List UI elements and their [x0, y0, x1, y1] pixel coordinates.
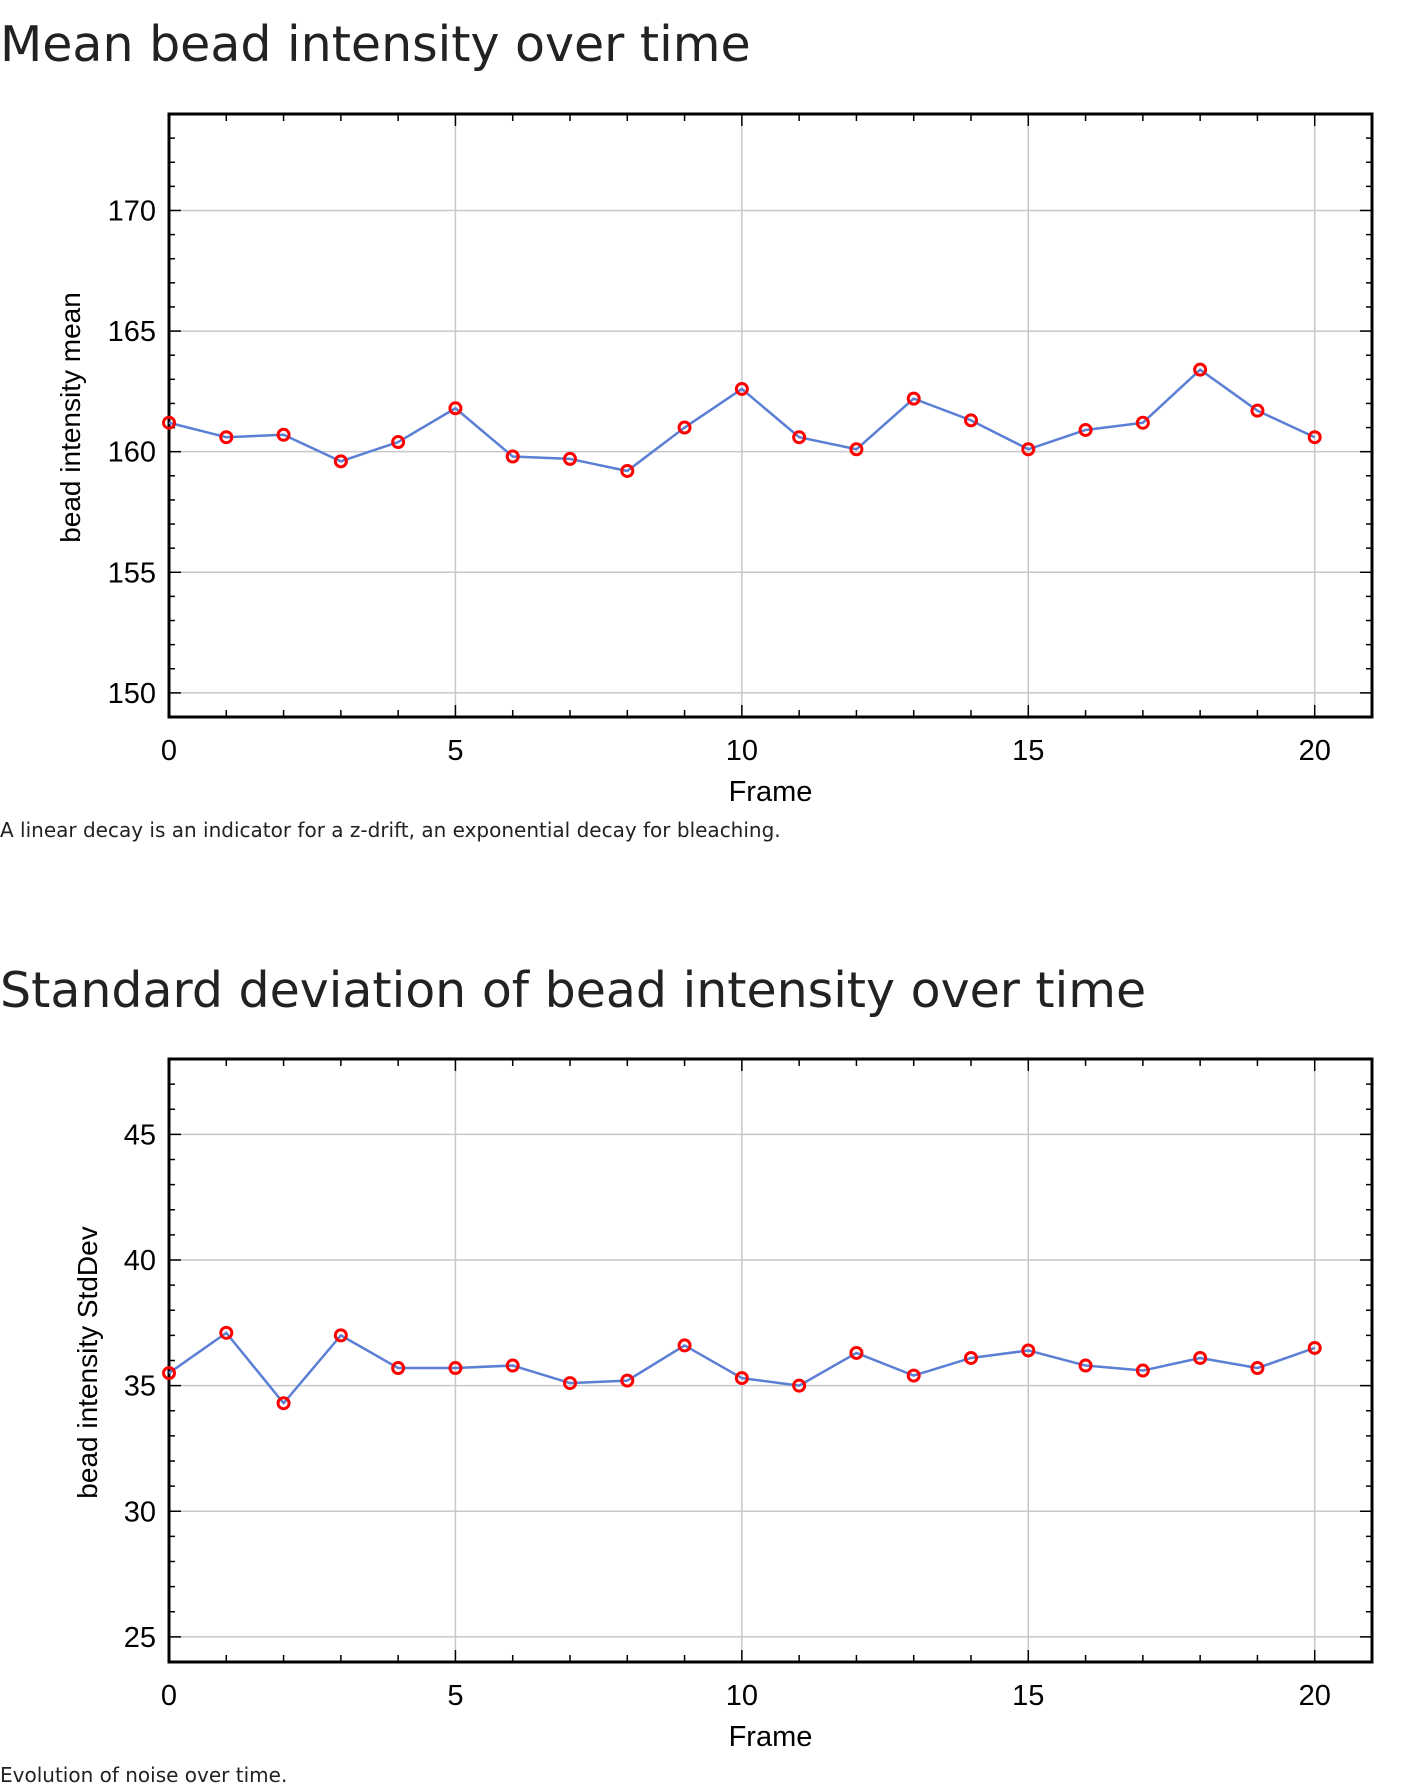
- mean-intensity-chart: 0 5 10 15 20 150 155 160 165 170 Frame bead intensi…: [55, 112, 1374, 808]
- plot-frame: [167, 112, 1374, 719]
- data-point: [162, 1366, 176, 1381]
- data-point: [906, 391, 921, 406]
- y-tick-label: 30: [124, 1496, 156, 1528]
- data-point: [792, 1378, 807, 1393]
- data-point: [1078, 1358, 1093, 1373]
- x-axis-label: Frame: [729, 1721, 813, 1753]
- data-point: [964, 1350, 978, 1365]
- data-point: [1135, 415, 1150, 430]
- data-point: [505, 1358, 520, 1373]
- data-point: [333, 1328, 348, 1343]
- data-point: [333, 454, 348, 469]
- data-point: [1078, 422, 1093, 437]
- x-axis-label: Frame: [729, 776, 813, 808]
- data-point: [1250, 403, 1265, 418]
- data-point: [1135, 1363, 1150, 1378]
- x-tick-label: 5: [447, 735, 463, 767]
- data-point: [964, 413, 978, 428]
- plot-frame: [167, 1057, 1374, 1664]
- y-tick-label: 165: [108, 316, 156, 348]
- y-tick-label: 45: [124, 1119, 156, 1151]
- data-point: [219, 430, 234, 445]
- y-axis-label: bead intensity mean: [55, 292, 86, 543]
- data-point: [849, 442, 864, 457]
- series-line: [168, 368, 1316, 473]
- data-point: [505, 449, 520, 464]
- x-tick-label: 0: [161, 1680, 177, 1712]
- data-point: [276, 427, 291, 442]
- data-point: [448, 1361, 463, 1376]
- stddev-intensity-chart: 0 5 10 15 20 25 30 35 40 45 Frame bead intensity St…: [72, 1057, 1374, 1753]
- series-line: [168, 1331, 1316, 1405]
- y-tick-label: 25: [124, 1622, 156, 1654]
- data-point: [677, 1338, 692, 1353]
- data-point: [448, 401, 463, 416]
- data-point: [162, 415, 176, 430]
- stddev-chart-caption: Evolution of noise over time.: [0, 1763, 288, 1787]
- data-point: [906, 1368, 921, 1383]
- x-tick-label: 10: [726, 1680, 758, 1712]
- data-point: [391, 435, 406, 450]
- x-tick-label: 15: [1012, 1680, 1044, 1712]
- data-point: [1307, 430, 1322, 445]
- data-point: [620, 1373, 635, 1388]
- x-tick-label: 10: [726, 735, 758, 767]
- data-point: [1250, 1361, 1265, 1376]
- x-tick-label: 5: [447, 1680, 463, 1712]
- data-point: [734, 381, 749, 396]
- y-axis-label: bead intensity StdDev: [72, 1226, 103, 1498]
- plot-area: [169, 1059, 1372, 1662]
- x-tick-label: 20: [1299, 735, 1331, 767]
- mean-chart-title: Mean bead intensity over time: [0, 16, 751, 73]
- data-point: [219, 1325, 234, 1340]
- data-point: [1193, 362, 1208, 377]
- x-tick-label: 0: [161, 735, 177, 767]
- data-point: [677, 420, 692, 435]
- plot-area: [169, 114, 1372, 717]
- data-point: [563, 451, 577, 466]
- stddev-chart-title: Standard deviation of bead intensity ove…: [0, 962, 1147, 1019]
- x-tick-label: 20: [1299, 1680, 1331, 1712]
- mean-chart-caption: A linear decay is an indicator for a z-d…: [0, 818, 781, 842]
- data-point: [563, 1376, 577, 1391]
- data-point: [1193, 1350, 1208, 1365]
- y-tick-label: 160: [108, 437, 156, 469]
- x-tick-label: 15: [1012, 735, 1044, 767]
- y-tick-label: 170: [108, 195, 156, 227]
- y-tick-label: 150: [108, 678, 156, 710]
- y-tick-label: 40: [124, 1245, 156, 1277]
- data-point: [1021, 442, 1036, 457]
- data-point: [276, 1396, 291, 1411]
- y-tick-label: 155: [108, 557, 156, 589]
- data-point: [620, 463, 635, 478]
- data-point: [734, 1371, 749, 1386]
- data-point: [1021, 1343, 1036, 1358]
- data-point: [1307, 1340, 1322, 1355]
- data-point: [849, 1345, 864, 1360]
- data-point: [792, 430, 807, 445]
- data-point: [391, 1361, 406, 1376]
- y-tick-label: 35: [124, 1371, 156, 1403]
